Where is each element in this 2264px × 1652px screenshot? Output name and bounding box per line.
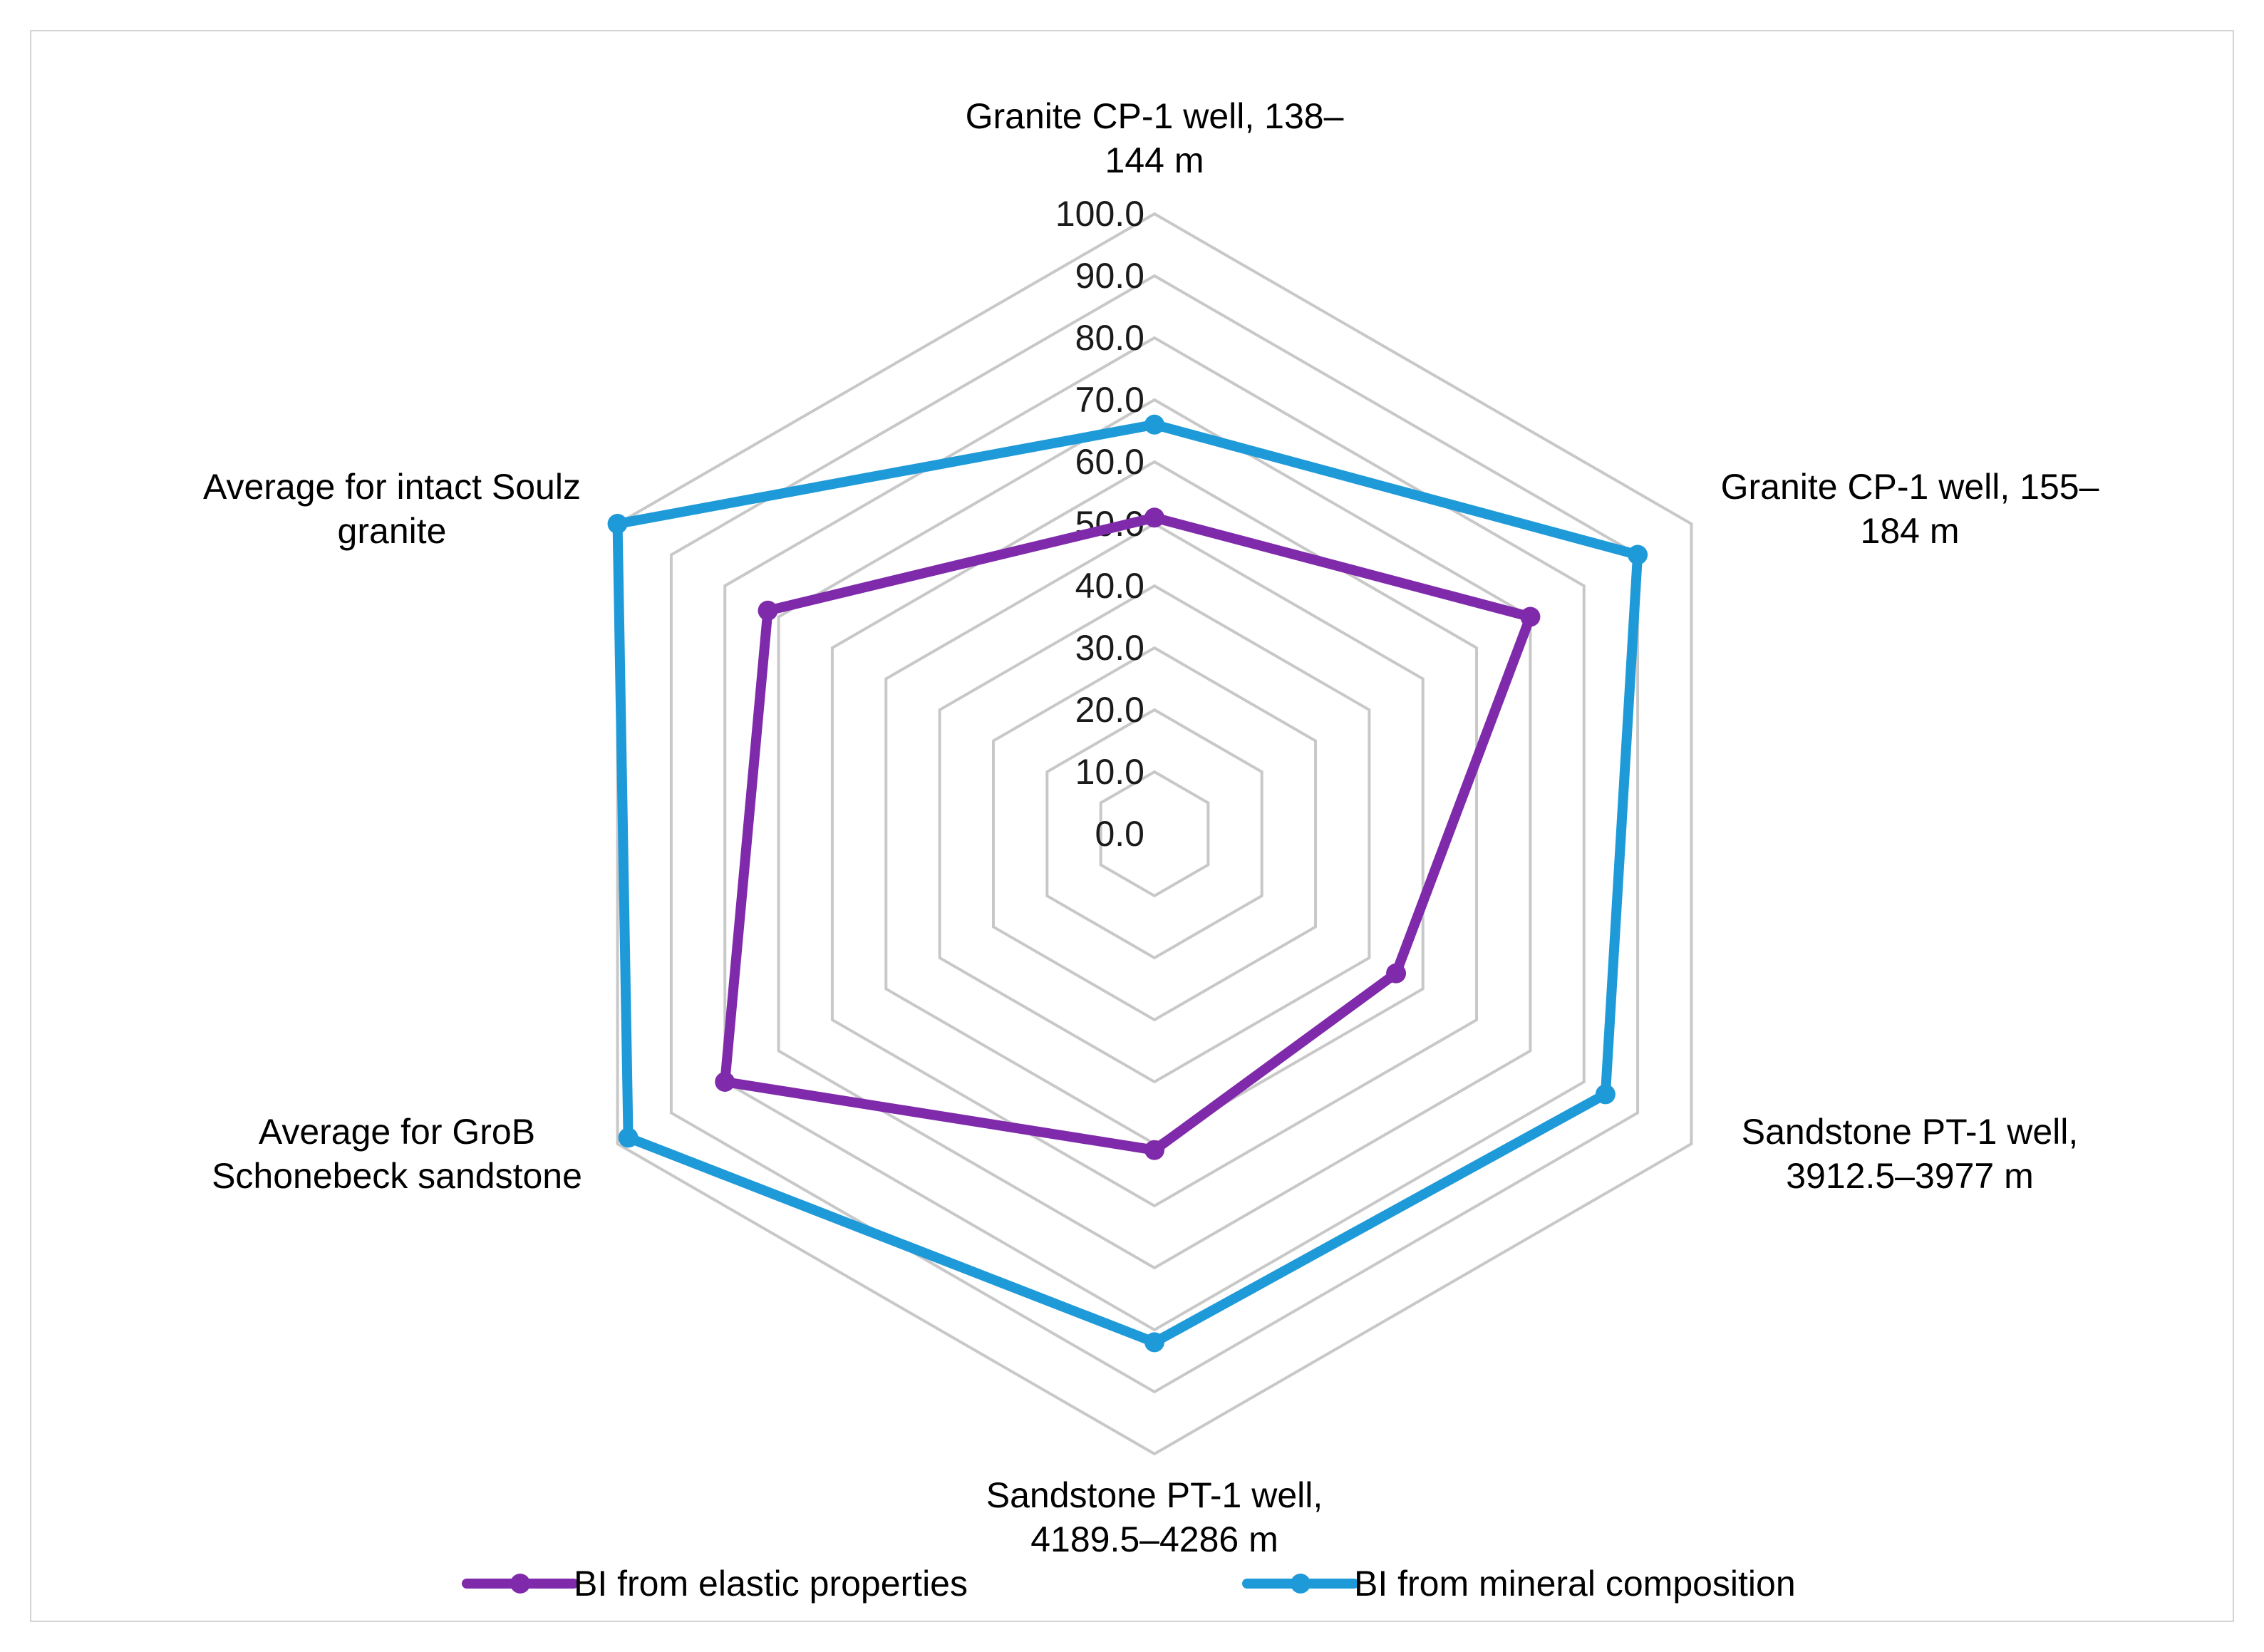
series-0-point-3 [1144,1140,1164,1160]
chart-frame [30,30,2234,1622]
series-0-point-0 [1144,507,1164,528]
data-series [607,414,1648,1353]
legend-swatch-marker-0 [510,1574,530,1594]
series-1-point-1 [1628,544,1648,565]
category-label-4: Average for GroB Schonebeck sandstone [212,1112,582,1196]
legend-item-1: BI from mineral composition [1242,1564,1796,1604]
grid-ring-6 [830,460,1479,1208]
grid-ring-5 [884,522,1425,1146]
grid-ring-4 [938,584,1371,1084]
legend-item-0: BI from elastic properties [462,1564,968,1604]
category-label-5-line-0: Average for intact Soulz [203,467,581,507]
series-1-point-0 [1144,414,1164,435]
series-0-point-5 [758,600,778,621]
series-line-1 [612,419,1643,1348]
grid-ring-1 [1099,770,1210,898]
tick-label-0: 0.0 [1095,814,1144,854]
category-label-0: Granite CP-1 well, 138– 144 m [966,96,1344,180]
series-1-point-2 [1595,1084,1616,1105]
category-label-3-line-1: 4189.5–4286 m [1030,1519,1278,1559]
category-label-3-line-0: Sandstone PT-1 well, [986,1475,1323,1515]
category-label-2-line-0: Sandstone PT-1 well, [1742,1112,2079,1152]
series-0 [715,507,1541,1160]
category-label-0-line-1: 144 m [1105,140,1204,180]
category-label-4-line-0: Average for GroB [259,1112,535,1152]
series-0-point-1 [1520,606,1541,627]
legend-swatch-marker-1 [1291,1574,1311,1594]
grid-ring-3 [991,646,1318,1022]
category-label-2: Sandstone PT-1 well, 3912.5–3977 m [1742,1112,2079,1196]
series-1-point-3 [1144,1332,1164,1353]
series-0-point-2 [1386,963,1407,984]
tick-label-4: 40.0 [1075,566,1144,606]
legend: BI from elastic properties BI from minera… [462,1564,1796,1604]
category-label-1-line-1: 184 m [1861,511,1960,551]
category-label-2-line-1: 3912.5–3977 m [1786,1156,2034,1196]
tick-label-2: 20.0 [1075,690,1144,730]
series-1-point-5 [607,514,628,534]
category-label-0-line-0: Granite CP-1 well, 138– [966,96,1344,136]
category-label-3: Sandstone PT-1 well, 4189.5–4286 m [986,1475,1323,1559]
radial-tick-labels: 0.010.020.030.040.050.060.070.080.090.01… [1055,194,1144,854]
tick-label-9: 90.0 [1075,256,1144,296]
grid-ring-2 [1045,708,1263,960]
radar-grid [616,212,1693,1456]
tick-label-1: 10.0 [1075,752,1144,792]
tick-label-6: 60.0 [1075,442,1144,482]
tick-label-8: 80.0 [1075,318,1144,358]
series-1 [607,414,1648,1353]
category-label-5: Average for intact Soulz granite [203,467,581,551]
series-0-point-4 [715,1072,735,1092]
legend-label-1: BI from mineral composition [1354,1564,1796,1604]
category-label-5-line-1: granite [338,511,447,551]
tick-label-3: 30.0 [1075,628,1144,668]
series-1-point-4 [618,1127,639,1148]
grid-ring-7 [777,398,1532,1270]
category-label-4-line-1: Schonebeck sandstone [212,1156,582,1196]
tick-label-7: 70.0 [1075,380,1144,420]
category-label-1: Granite CP-1 well, 155– 184 m [1721,467,2099,551]
grid-ring-9 [669,274,1640,1394]
legend-label-0: BI from elastic properties [574,1564,968,1604]
category-label-1-line-0: Granite CP-1 well, 155– [1721,467,2099,507]
grid-ring-8 [723,336,1586,1332]
tick-label-10: 100.0 [1055,194,1144,234]
